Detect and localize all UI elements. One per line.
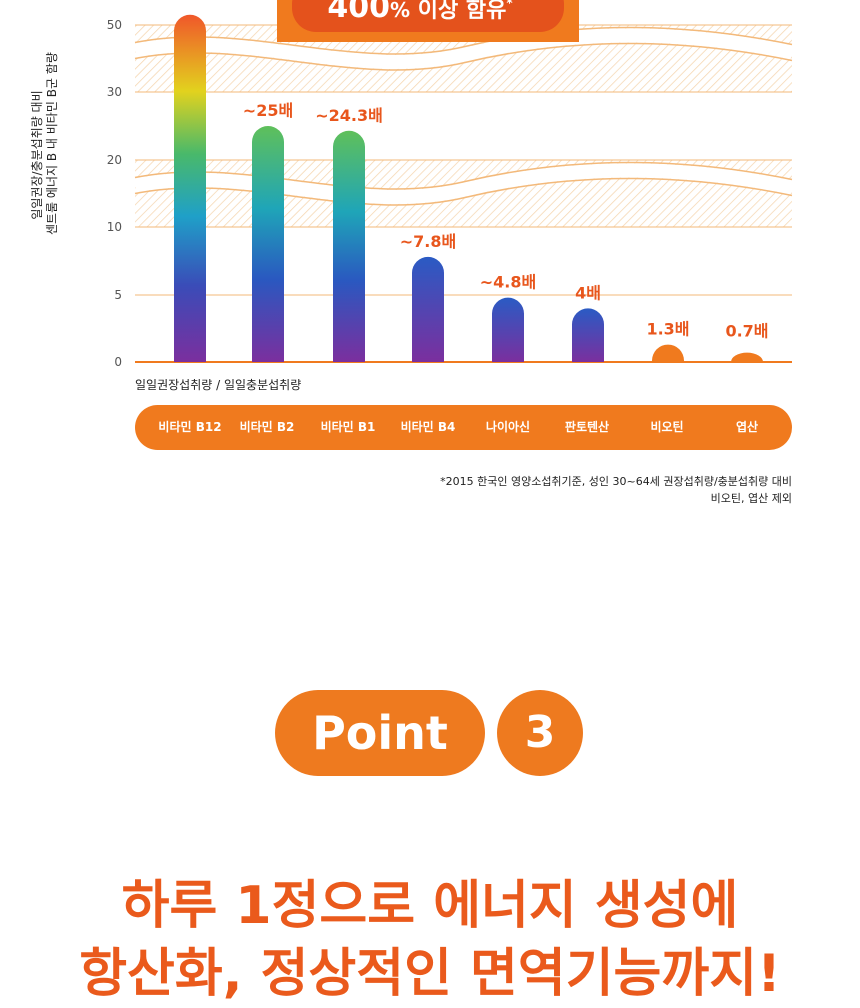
- y-tick-label: 20: [107, 153, 122, 167]
- axis-break-wave: [133, 28, 794, 69]
- y-tick-label: 30: [107, 85, 122, 99]
- data-label: 1.3배: [646, 320, 689, 339]
- chart-canvas: 0 5 10 20 30 50 ~25배 ~24.3배 ~7.8배 ~4.8배 4배 1.3배 0.7…: [107, 0, 794, 369]
- bar: [731, 352, 763, 362]
- footnote: *2015 한국인 영양소섭취기준, 성인 30~64세 권장섭취량/충분섭취량…: [440, 473, 792, 507]
- bar: [652, 344, 684, 362]
- y-axis-label-line-1: 일일권장/충분섭취량 대비: [30, 90, 44, 220]
- bar: [412, 256, 444, 362]
- y-axis-label: 일일권장/충분섭취량 대비 센트룸 에너지 B 내 비타민 B군 함량: [30, 52, 60, 235]
- footnote-line-1: *2015 한국인 영양소섭취기준, 성인 30~64세 권장섭취량/충분섭취량…: [440, 475, 792, 488]
- footnote-line-2: 비오틴, 엽산 제외: [710, 492, 792, 505]
- axis-break-line: [134, 42, 793, 71]
- bar: [492, 297, 524, 362]
- headline: 하루 1정으로 에너지 생성에 항산화, 정상적인 면역기능까지!: [0, 872, 860, 1008]
- category-label: 비타민 B4: [400, 420, 456, 434]
- axis-break-line: [134, 161, 793, 190]
- vitamin-b-chart: 0 5 10 20 30 50 ~25배 ~24.3배 ~7.8배 ~4.8배 4배 1.3배 0.7…: [30, 0, 794, 507]
- category-label: 비타민 B1: [320, 420, 376, 434]
- category-label: 비타민 B2: [239, 420, 295, 434]
- category-bar: 비타민 B12 비타민 B2 비타민 B1 비타민 B4 나이아신 판토텐산 비…: [135, 405, 792, 450]
- data-label: 4배: [575, 283, 601, 302]
- headline-line-1: 하루 1정으로 에너지 생성에: [121, 876, 739, 936]
- data-label: 0.7배: [725, 322, 768, 341]
- axis-break-line: [134, 26, 793, 55]
- category-label: 나이아신: [485, 420, 531, 434]
- banner-text: 400% 이상 함유*: [327, 0, 513, 25]
- banner-pill: [292, 0, 564, 32]
- x-axis-note: 일일권장섭취량 / 일일충분섭취량: [135, 378, 302, 392]
- y-axis-label-line-2: 센트룸 에너지 B 내 비타민 B군 함량: [45, 52, 59, 235]
- category-label: 판토텐산: [564, 420, 610, 434]
- y-tick-label: 10: [107, 220, 122, 234]
- category-label: 엽산: [735, 420, 759, 434]
- bar: [572, 308, 604, 362]
- bar: [333, 130, 365, 362]
- data-label: ~24.3배: [315, 106, 383, 125]
- bar: [252, 126, 284, 362]
- y-tick-label: 5: [114, 288, 122, 302]
- headline-line-2: 항산화, 정상적인 면역기능까지!: [79, 944, 781, 1004]
- data-label: ~4.8배: [480, 273, 536, 292]
- data-label: ~25배: [243, 101, 293, 120]
- axis-break-wave: [133, 163, 794, 204]
- data-label: ~7.8배: [400, 232, 456, 251]
- category-label: 비오틴: [650, 420, 684, 434]
- category-label: 비타민 B12: [158, 420, 222, 434]
- y-tick-label: 0: [114, 355, 122, 369]
- point-badge: Point: [275, 690, 485, 776]
- bar: [174, 14, 206, 363]
- y-tick-label: 50: [107, 18, 122, 32]
- axis-break-line: [134, 177, 793, 206]
- point-number-badge: 3: [497, 690, 583, 776]
